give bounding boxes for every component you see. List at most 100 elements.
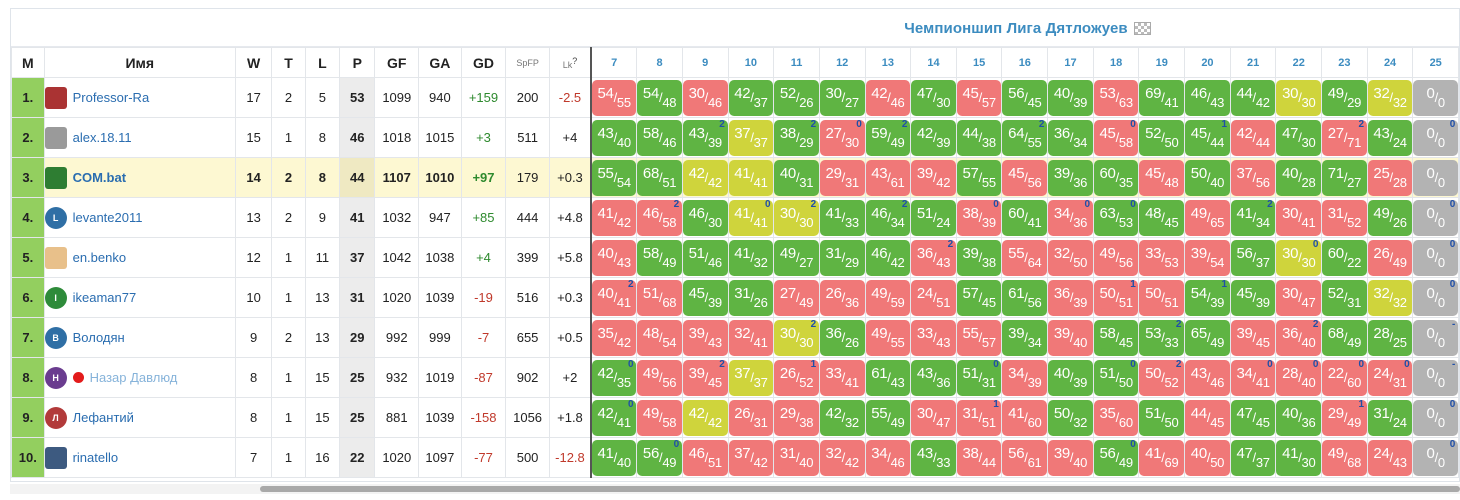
match-score-badge[interactable]: 46/58 2 <box>637 198 682 236</box>
match-score-badge[interactable]: 56/49 0 <box>637 439 682 476</box>
match-score-badge[interactable]: 40/39 <box>1048 79 1093 116</box>
match-score-badge[interactable]: 39/40 <box>1048 319 1093 356</box>
match-score-badge[interactable]: 30/30 2 <box>774 319 819 356</box>
match-score-badge[interactable]: 47/37 <box>1231 439 1275 476</box>
match-score-badge[interactable]: 29/49 1 <box>1322 398 1367 436</box>
match-score-badge[interactable]: 51/68 <box>637 279 682 316</box>
match-score-badge[interactable]: 31/29 <box>820 239 865 276</box>
match-score-badge[interactable]: 39/45 2 <box>683 359 728 396</box>
match-score-badge[interactable]: 48/45 <box>1139 199 1184 236</box>
match-score-badge[interactable]: 40/28 <box>1276 159 1321 196</box>
match-score-badge[interactable]: 46/43 <box>1185 79 1230 116</box>
match-score-badge[interactable]: 30/30 2 <box>774 199 819 236</box>
match-score-badge[interactable]: 49/26 <box>1368 199 1412 236</box>
match-score-badge[interactable]: 42/37 <box>729 79 773 116</box>
player-name-link[interactable]: Лефантий <box>72 410 134 425</box>
match-score-badge[interactable]: 49/56 <box>637 359 682 396</box>
match-score-badge[interactable]: 53/33 2 <box>1139 319 1184 356</box>
match-score-badge[interactable]: 39/36 <box>1048 159 1093 196</box>
match-score-badge[interactable]: 43/40 <box>593 119 636 156</box>
match-score-badge[interactable]: 55/54 <box>593 159 636 196</box>
match-score-badge[interactable]: 60/35 <box>1094 159 1138 196</box>
match-score-badge[interactable]: 31/40 <box>774 439 819 476</box>
comment-count[interactable]: 0 <box>1130 358 1136 370</box>
comment-count[interactable]: 0 <box>1449 398 1456 410</box>
match-score-badge[interactable]: 71/27 <box>1322 159 1367 196</box>
match-score-badge[interactable]: 36/40 2 <box>1276 319 1321 356</box>
player-name-link[interactable]: Володян <box>72 330 125 345</box>
match-score-badge[interactable]: 47/45 <box>1231 399 1275 436</box>
match-score-badge[interactable]: 61/56 <box>1002 279 1047 316</box>
match-score-badge[interactable]: 49/58 <box>637 399 682 436</box>
player-name-link[interactable]: COM.bat <box>72 170 127 185</box>
comment-count[interactable]: 0 <box>856 118 862 130</box>
round-header[interactable]: 12 <box>818 47 866 78</box>
match-score-badge[interactable]: 56/37 <box>1231 239 1275 276</box>
comment-count[interactable]: 0 <box>1449 238 1456 250</box>
match-score-badge[interactable]: 40/43 <box>593 239 636 276</box>
match-score-badge[interactable]: 58/46 <box>637 119 682 156</box>
match-score-badge[interactable]: 43/24 <box>1368 119 1412 156</box>
horse-icon[interactable] <box>45 246 67 269</box>
match-score-badge[interactable]: 0/0 0 <box>1413 119 1458 156</box>
match-score-badge[interactable]: 32/41 <box>729 319 773 356</box>
match-score-badge[interactable]: 33/41 <box>820 359 865 396</box>
comment-count[interactable]: 0 <box>1449 438 1456 450</box>
comment-count[interactable]: 0 <box>1267 358 1273 370</box>
match-score-badge[interactable]: 37/37 <box>729 359 773 396</box>
match-score-badge[interactable]: 58/45 <box>1094 319 1138 356</box>
match-score-badge[interactable]: 26/52 1 <box>774 359 819 396</box>
round-header[interactable]: 23 <box>1321 47 1368 78</box>
player-name-link[interactable]: ikeaman77 <box>72 290 137 305</box>
match-score-badge[interactable]: 45/39 <box>1231 279 1275 316</box>
player-name-link[interactable]: en.benko <box>72 250 127 265</box>
match-score-badge[interactable]: 54/55 <box>593 79 636 116</box>
comment-count[interactable]: 1 <box>1358 398 1364 410</box>
match-score-badge[interactable]: 30/27 <box>820 79 865 116</box>
match-score-badge[interactable]: 34/46 <box>866 439 910 476</box>
comment-count[interactable]: 1 <box>1130 278 1136 290</box>
match-score-badge[interactable]: 46/30 <box>683 199 728 236</box>
match-score-badge[interactable]: 46/51 <box>683 439 728 476</box>
match-score-badge[interactable]: 39/40 <box>1048 439 1093 476</box>
match-score-badge[interactable]: 0/0 0 <box>1413 438 1458 476</box>
comment-count[interactable]: 0 <box>1130 198 1136 210</box>
match-score-badge[interactable]: 56/49 0 <box>1094 439 1138 476</box>
round-header[interactable]: 19 <box>1138 47 1186 78</box>
match-score-badge[interactable]: 40/41 2 <box>593 278 636 316</box>
round-header[interactable]: 18 <box>1092 47 1140 78</box>
match-score-badge[interactable]: 40/50 <box>1185 439 1230 476</box>
match-score-badge[interactable]: 29/38 <box>774 399 819 436</box>
comment-count[interactable]: 0 <box>1312 238 1319 250</box>
comment-count[interactable]: 0 <box>1312 358 1319 370</box>
comment-count[interactable]: 2 <box>673 198 680 210</box>
match-score-badge[interactable]: 0/0- <box>1413 359 1458 396</box>
comment-count[interactable]: 2 <box>719 118 725 130</box>
match-score-badge[interactable]: 58/49 <box>637 239 682 276</box>
match-score-badge[interactable]: 69/41 <box>1139 79 1184 116</box>
match-score-badge[interactable]: 24/51 <box>911 279 956 316</box>
match-score-badge[interactable]: 41/40 <box>593 439 636 476</box>
scrollbar-thumb[interactable] <box>260 486 1460 492</box>
match-score-badge[interactable]: 26/49 <box>1368 239 1412 276</box>
photo-avatar-icon[interactable] <box>45 126 67 149</box>
match-score-badge[interactable]: 40/39 <box>1048 359 1093 396</box>
round-header[interactable]: 25 <box>1412 47 1459 78</box>
match-score-badge[interactable]: 32/50 <box>1048 239 1093 276</box>
match-score-badge[interactable]: 60/41 <box>1002 199 1047 236</box>
comment-count[interactable]: 2 <box>627 278 634 290</box>
match-score-badge[interactable]: 47/30 <box>1276 119 1321 156</box>
round-header[interactable]: 13 <box>864 47 912 78</box>
match-score-badge[interactable]: 41/32 <box>729 239 773 276</box>
match-score-badge[interactable]: 45/39 <box>683 279 728 316</box>
match-score-badge[interactable]: 0/0 0 <box>1413 398 1458 436</box>
col-ga[interactable]: GA <box>418 47 462 78</box>
match-score-badge[interactable]: 36/34 <box>1048 119 1093 156</box>
match-score-badge[interactable]: 41/69 <box>1139 439 1184 476</box>
match-score-badge[interactable]: 43/39 2 <box>683 118 728 156</box>
round-header[interactable]: 16 <box>1001 47 1049 78</box>
match-score-badge[interactable]: 47/30 <box>911 79 956 116</box>
match-score-badge[interactable]: 30/46 <box>683 79 728 116</box>
match-score-badge[interactable]: 29/31 <box>820 159 865 196</box>
match-score-badge[interactable]: 46/34 2 <box>866 199 910 236</box>
